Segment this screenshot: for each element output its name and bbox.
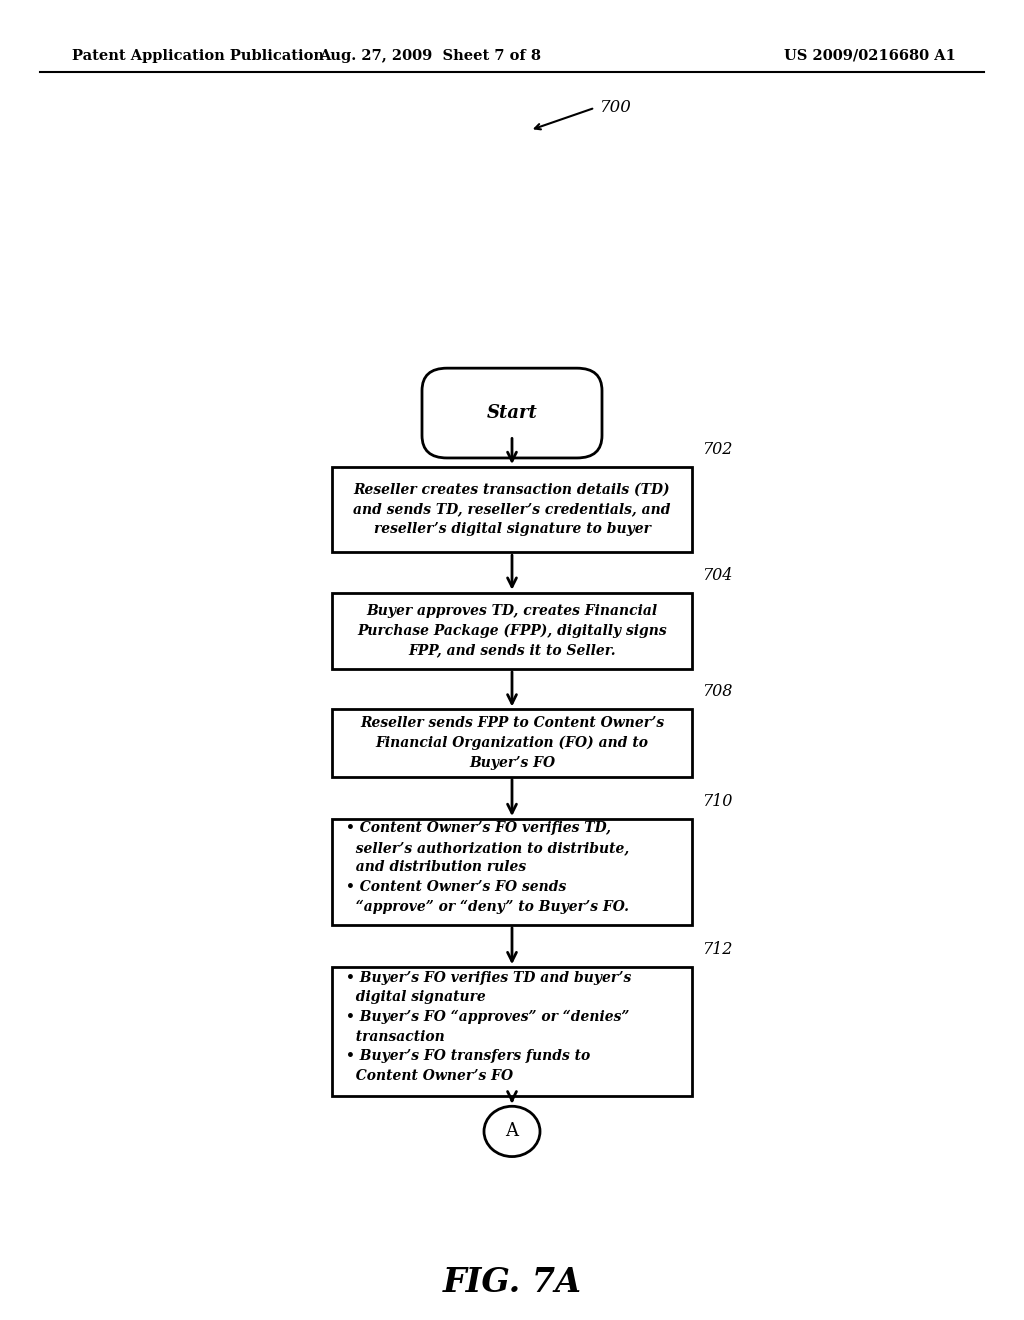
Text: Start: Start (486, 404, 538, 422)
Text: A: A (506, 1122, 518, 1140)
Circle shape (484, 1106, 540, 1156)
Text: Reseller sends FPP to Content Owner’s
Financial Organization (FO) and to
Buyer’s: Reseller sends FPP to Content Owner’s Fi… (360, 717, 664, 770)
Bar (332, 968, 692, 1096)
Text: 704: 704 (702, 566, 732, 583)
Text: 702: 702 (702, 441, 732, 458)
Text: Reseller creates transaction details (TD)
and sends TD, reseller’s credentials, : Reseller creates transaction details (TD… (353, 483, 671, 536)
Text: Aug. 27, 2009  Sheet 7 of 8: Aug. 27, 2009 Sheet 7 of 8 (319, 49, 541, 62)
Bar (332, 467, 692, 552)
Text: Buyer approves TD, creates Financial
Purchase Package (FPP), digitally signs
FPP: Buyer approves TD, creates Financial Pur… (357, 605, 667, 657)
FancyBboxPatch shape (422, 368, 602, 458)
Text: 710: 710 (702, 793, 732, 810)
Bar (332, 593, 692, 669)
Text: 708: 708 (702, 684, 732, 701)
Text: 712: 712 (702, 941, 732, 958)
Text: US 2009/0216680 A1: US 2009/0216680 A1 (784, 49, 956, 62)
Text: Patent Application Publication: Patent Application Publication (72, 49, 324, 62)
Text: 700: 700 (600, 99, 632, 116)
Text: • Content Owner’s FO verifies TD,
  seller’s authorization to distribute,
  and : • Content Owner’s FO verifies TD, seller… (346, 821, 630, 913)
Text: • Buyer’s FO verifies TD and buyer’s
  digital signature
• Buyer’s FO “approves”: • Buyer’s FO verifies TD and buyer’s dig… (346, 970, 631, 1082)
Bar (332, 818, 692, 925)
Bar (332, 709, 692, 776)
Text: FIG. 7A: FIG. 7A (442, 1266, 582, 1299)
